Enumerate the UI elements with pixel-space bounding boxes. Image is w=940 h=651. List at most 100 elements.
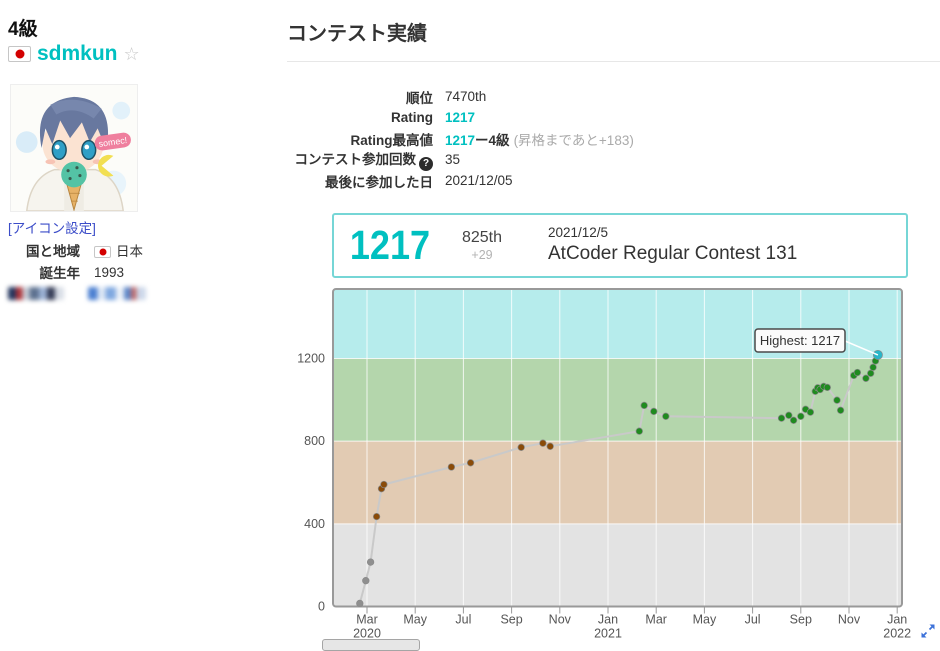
rating-point [853, 368, 862, 377]
x-tick-label: 2020 [353, 627, 381, 641]
x-tick-label: Sep [790, 613, 812, 627]
birth-year-value: 1993 [94, 264, 125, 280]
icon-setting-link[interactable]: [アイコン設定] [8, 221, 96, 236]
avatar-image: somec! [10, 84, 138, 212]
rating-point [836, 406, 845, 414]
rating-point [789, 416, 798, 424]
contest-stats-table: 順位 7470th Rating 1217 Rating最高値 1217ー4級(… [287, 86, 634, 191]
rating-point [372, 512, 381, 521]
avatar-speech-bubble: somec! [94, 132, 131, 151]
rating-point [833, 396, 841, 404]
rating-point [777, 414, 786, 422]
y-tick-label: 800 [304, 434, 325, 448]
rating-point [635, 427, 643, 435]
resize-handle-icon[interactable] [919, 622, 937, 640]
highest-rating-value: 1217ー4級 (昇格まであと+183) [445, 129, 634, 149]
stats-row-rating: Rating 1217 [287, 107, 634, 128]
japan-flag-icon [94, 246, 111, 258]
stats-row-last: 最後に参加した日 2021/12/05 [287, 170, 634, 191]
y-tick-label: 1200 [297, 351, 325, 365]
rating-point [447, 463, 456, 471]
rating-point [380, 480, 388, 489]
x-tick-label: Jul [455, 613, 471, 627]
x-tick-label: Nov [549, 613, 572, 627]
avatar-bubble-text: somec! [98, 135, 128, 149]
rating-point [662, 412, 670, 420]
title-divider [287, 61, 940, 62]
highest-rating-rank: ー4級 [475, 132, 510, 148]
username: sdmkun [37, 42, 118, 65]
rating-point [356, 599, 364, 608]
x-tick-label: May [693, 613, 717, 627]
rating-point [869, 363, 877, 371]
rating-point [650, 407, 658, 416]
x-tick-label: 2021 [594, 627, 622, 641]
latest-contest-info: 2021/12/5 AtCoder Regular Contest 131 [548, 224, 797, 266]
latest-rating-delta: +29 [471, 247, 493, 262]
highest-rating-label: Rating最高値 [350, 132, 434, 148]
x-tick-label: Nov [838, 613, 861, 627]
latest-contest-date: 2021/12/5 [548, 225, 609, 241]
x-tick-label: Jul [745, 613, 761, 627]
x-tick-label: 2022 [883, 627, 911, 641]
rating-point [366, 558, 375, 566]
highest-tooltip [754, 328, 846, 353]
profile-table: 国と地域 日本 誕生年 1993 [8, 239, 143, 283]
highest-rating-number: 1217 [445, 132, 476, 148]
rating-point [806, 408, 815, 416]
rating-point [785, 411, 793, 419]
y-tick-label: 0 [318, 600, 325, 614]
latest-place-rank: 825th [461, 228, 503, 246]
contest-count-value: 35 [445, 152, 461, 167]
chart-border [332, 288, 903, 608]
redacted-social-value [88, 287, 146, 300]
tooltip-connector [844, 340, 879, 356]
rating-band-brown [334, 441, 901, 524]
profile-row-country: 国と地域 日本 [8, 239, 143, 261]
x-tick-label: Mar [356, 613, 378, 627]
rating-point [362, 577, 370, 585]
country-value: 日本 [94, 240, 143, 260]
question-circle-icon[interactable]: ? [419, 157, 433, 171]
rating-point [797, 412, 805, 420]
country-label: 国と地域 [26, 244, 80, 259]
rating-point [466, 459, 475, 467]
chart-range-button[interactable] [322, 639, 420, 651]
rating-value: 1217 [445, 110, 476, 125]
contest-count-label: コンテスト参加回数? [287, 148, 433, 171]
latest-contest-box: 1217 825th +29 2021/12/5 AtCoder Regular… [332, 213, 908, 278]
promotion-note: (昇格まであと+183) [513, 132, 634, 148]
japan-flag-icon [8, 46, 31, 62]
favorite-star-icon[interactable]: ☆ [123, 43, 140, 64]
last-participated-value: 2021/12/05 [445, 173, 513, 188]
highest-tooltip-text: Highest: 1217 [760, 333, 840, 348]
profile-row-birthyear: 誕生年 1993 [8, 261, 143, 283]
birth-year-label: 誕生年 [39, 266, 81, 281]
x-tick-label: Jan [887, 613, 907, 627]
page-title: コンテスト実績 [287, 23, 427, 45]
x-tick-label: May [403, 613, 427, 627]
y-tick-label: 400 [304, 517, 325, 531]
stats-row-rank: 順位 7470th [287, 86, 634, 107]
x-tick-label: Jan [598, 613, 618, 627]
rating-point [517, 443, 525, 451]
stats-row-count: コンテスト参加回数? 35 [287, 148, 634, 171]
rank-label: 順位 [406, 90, 433, 106]
latest-rating: 1217 [349, 222, 431, 268]
x-tick-label: Sep [500, 613, 522, 627]
stats-row-highest: Rating最高値 1217ー4級 (昇格まであと+183) [287, 128, 634, 149]
redacted-social-label [8, 287, 64, 300]
rating-point [546, 442, 554, 450]
rating-point [862, 374, 870, 382]
rating-point [867, 369, 875, 377]
user-rank-title: 4級 [8, 19, 38, 40]
last-participated-label: 最後に参加した日 [325, 174, 433, 190]
rank-value: 7470th [445, 89, 487, 104]
rating-band-gray [334, 523, 901, 607]
x-tick-label: Mar [645, 613, 667, 627]
rating-point [640, 401, 648, 410]
latest-place: 825th +29 [446, 228, 518, 264]
rating-point [539, 439, 547, 447]
user-header: sdmkun ☆ [8, 42, 140, 66]
